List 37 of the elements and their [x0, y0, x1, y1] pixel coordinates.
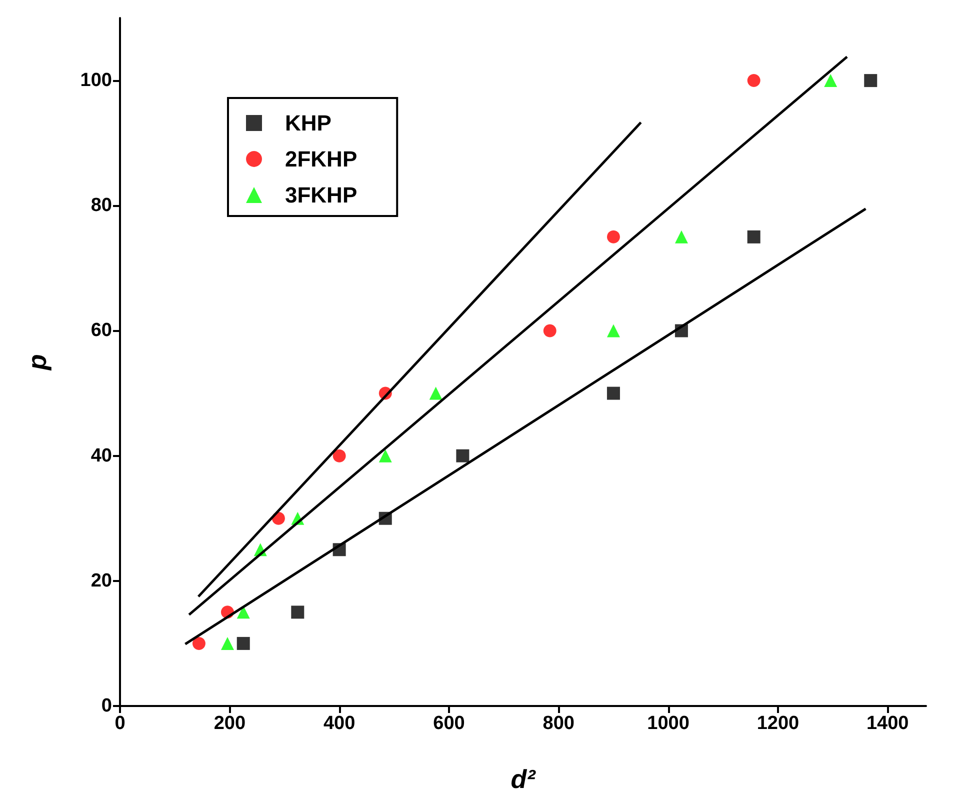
- point: [378, 449, 392, 462]
- x-tick-label: 200: [214, 713, 246, 734]
- y-tick-label: 40: [90, 445, 112, 466]
- x-axis-title: d²: [510, 764, 537, 794]
- legend-label: KHP: [285, 110, 332, 136]
- x-tick-label: 600: [433, 713, 465, 734]
- point: [236, 636, 250, 650]
- point: [747, 74, 760, 88]
- legend-label: 3FKHP: [285, 182, 358, 208]
- point: [332, 449, 346, 462]
- point: [220, 636, 234, 650]
- point: [236, 606, 250, 619]
- point: [864, 74, 878, 88]
- point: [674, 230, 688, 244]
- point: [456, 449, 470, 462]
- y-tick-label: 20: [90, 570, 112, 592]
- x-tick-label: 800: [542, 713, 574, 734]
- point: [429, 386, 442, 400]
- x-tick-label: 400: [323, 713, 356, 734]
- y-tick-label: 80: [90, 195, 112, 216]
- point: [606, 230, 620, 244]
- y-axis-title: p: [22, 354, 52, 371]
- y-tick-label: 60: [90, 320, 112, 342]
- x-tick-label: 1400: [866, 713, 909, 734]
- y-tick-label: 0: [101, 696, 112, 716]
- point: [606, 324, 620, 338]
- x-tick-label: 0: [114, 713, 126, 734]
- y-tick-label: 100: [80, 70, 112, 92]
- point: [291, 606, 304, 619]
- point: [543, 324, 556, 338]
- legend-label: 2FKHP: [285, 146, 358, 172]
- point: [824, 74, 838, 88]
- point: [606, 386, 620, 400]
- x-tick-label: 1200: [756, 713, 800, 734]
- point: [192, 636, 206, 650]
- x-tick-label: 1000: [647, 713, 690, 734]
- point: [747, 230, 760, 244]
